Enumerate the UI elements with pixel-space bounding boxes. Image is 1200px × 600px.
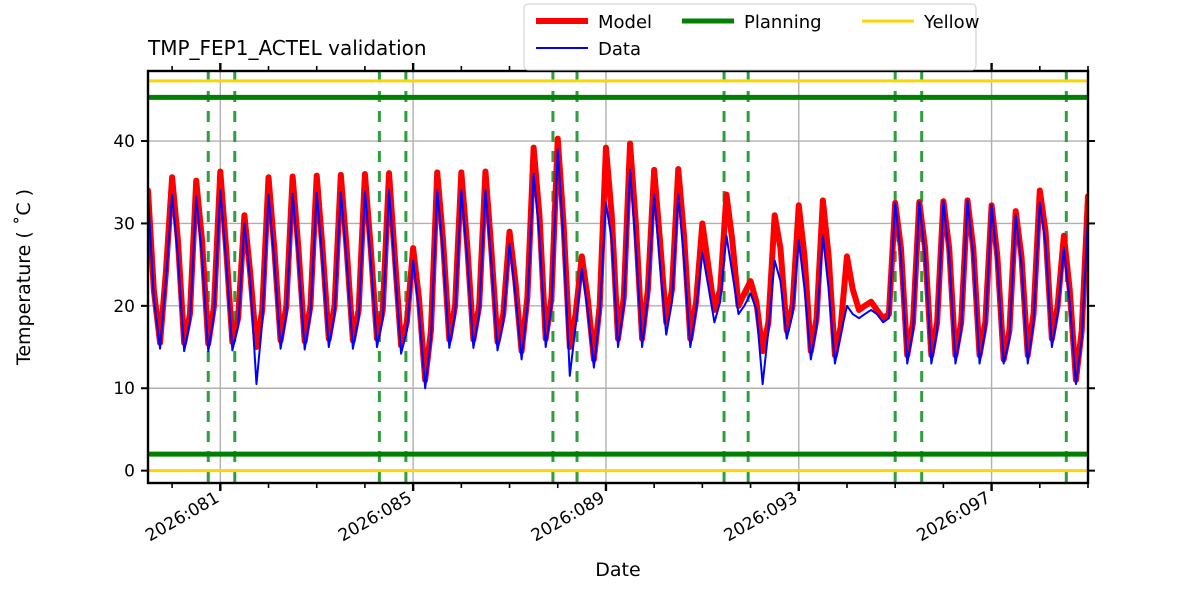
y-tick-label: 0 [124,462,135,482]
y-tick-label: 10 [113,379,135,399]
legend-label-yellow: Yellow [923,12,979,33]
y-axis-title: Temperature ( ˚C ) [13,189,35,366]
y-tick-label: 40 [113,132,135,152]
data-series-lines [148,135,1088,390]
y-tick-label: 20 [113,297,135,317]
plot-area-background [148,71,1088,483]
legend-label-planning: Planning [744,12,822,33]
legend-label-model: Model [598,12,652,33]
x-axis-title: Date [595,559,640,581]
y-tick-label: 30 [113,214,135,234]
legend-label-data: Data [598,39,641,60]
event-marker-lines [206,71,1068,483]
limit-threshold-lines [148,79,1088,473]
axis-ticks [141,63,1095,491]
chart-legend: Model Planning Yellow Data [523,3,979,71]
y-axis-tick-labels: 0 10 20 30 40 [113,132,135,482]
legend-entries: Model Planning Yellow Data [536,12,979,60]
axes-frame [146,69,1090,485]
page-title: TMP_FEP1_ACTEL validation [147,36,427,60]
